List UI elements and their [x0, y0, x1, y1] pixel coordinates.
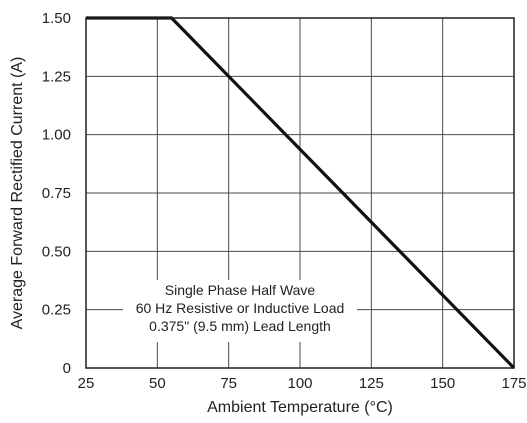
annotation-line: Single Phase Half Wave	[165, 282, 316, 298]
x-tick-label: 125	[359, 375, 384, 392]
y-axis-ticks: 0 0.25 0.50 0.75 1.00 1.25 1.50	[42, 10, 71, 377]
y-tick-label: 0.75	[42, 185, 71, 202]
y-axis-title: Average Forward Rectified Current (A)	[9, 57, 26, 330]
annotation-line: 60 Hz Resistive or Inductive Load	[136, 300, 345, 316]
x-axis-ticks: 25 50 75 100 125 150 175	[78, 375, 527, 392]
y-tick-label: 0.25	[42, 302, 71, 319]
x-tick-label: 25	[78, 375, 95, 392]
x-tick-label: 100	[287, 375, 312, 392]
y-tick-label: 1.00	[42, 127, 71, 144]
y-tick-label: 1.25	[42, 68, 71, 85]
y-tick-label: 0.50	[42, 243, 71, 260]
x-tick-label: 175	[501, 375, 526, 392]
x-tick-label: 50	[149, 375, 166, 392]
x-axis-title: Ambient Temperature (°C)	[207, 399, 393, 416]
annotation-line: 0.375" (9.5 mm) Lead Length	[149, 318, 331, 334]
plot-frame	[85, 17, 515, 369]
annotation-background	[123, 280, 357, 342]
y-tick-label: 1.50	[42, 10, 71, 27]
annotation-box: Single Phase Half Wave 60 Hz Resistive or…	[123, 280, 357, 342]
x-tick-label: 75	[220, 375, 237, 392]
y-tick-label: 0	[63, 360, 71, 377]
x-tick-label: 150	[430, 375, 455, 392]
